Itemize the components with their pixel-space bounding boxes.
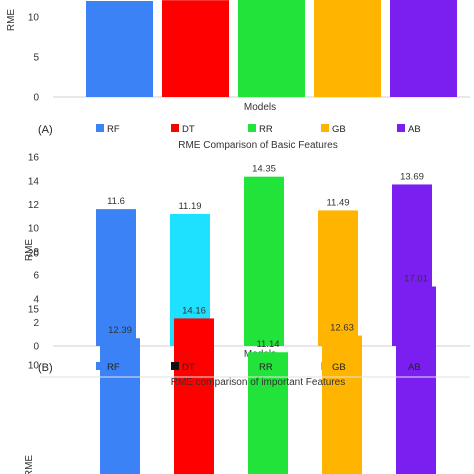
bar-rr [248, 352, 288, 474]
legend-swatch-dt [171, 124, 179, 132]
y-tick-label: 14 [28, 176, 40, 187]
bar-rf [100, 338, 140, 474]
legend-swatch-gb [321, 362, 329, 370]
value-label: 12.63 [330, 323, 354, 334]
y-tick-label: 6 [33, 271, 39, 282]
bar-rr [238, 0, 305, 97]
legend-label-rr: RR [259, 362, 273, 373]
y-tick-label: 16 [28, 153, 40, 164]
y-tick-label: 5 [33, 53, 39, 64]
bar-gb [322, 335, 362, 474]
legend-label-dt: DT [182, 362, 195, 373]
value-label: 12.39 [108, 325, 132, 336]
value-label: 14.16 [182, 305, 206, 316]
x-axis-label: Models [244, 102, 276, 113]
bar-ab [390, 0, 457, 97]
legend-label-rf: RF [107, 124, 120, 135]
bar-gb [318, 210, 358, 346]
legend-label-rf: RF [107, 362, 120, 373]
panel-label: (B) [38, 362, 53, 374]
y-tick-label: 8 [33, 247, 39, 258]
bar-ab [396, 286, 436, 474]
y-axis-label: RME [6, 9, 17, 32]
y-axis-label: RME [24, 455, 35, 474]
legend-swatch-rf [96, 124, 104, 132]
y-tick-label: 20 [28, 249, 40, 260]
legend-swatch-ab [397, 362, 405, 370]
y-tick-label: 0 [33, 342, 39, 353]
value-label: 11.49 [326, 197, 349, 208]
legend-swatch-ab [397, 124, 405, 132]
y-tick-label: 12 [28, 200, 40, 211]
value-label: 11.19 [178, 201, 201, 212]
legend-swatch-gb [321, 124, 329, 132]
y-tick-label: 10 [28, 361, 40, 372]
bar-rf [86, 1, 153, 97]
y-tick-label: 2 [33, 318, 39, 329]
bar-rr [244, 176, 284, 346]
legend-swatch-dt [171, 362, 179, 370]
value-label: 14.35 [252, 164, 276, 175]
legend-label-gb: GB [332, 124, 346, 135]
legend-swatch-rr [248, 362, 256, 370]
legend-swatch-rr [248, 124, 256, 132]
y-tick-label: 10 [28, 13, 40, 24]
bar-dt [162, 0, 229, 98]
legend-label-rr: RR [259, 124, 273, 135]
value-label: 11.6 [107, 196, 125, 207]
y-axis-label: RME [24, 239, 35, 262]
legend-label-ab: AB [408, 362, 421, 373]
legend-swatch-rf [96, 362, 104, 370]
value-label: 17.01 [404, 273, 428, 284]
legend-label-ab: AB [408, 124, 421, 135]
bar-gb [314, 0, 381, 97]
y-tick-label: 10 [28, 224, 40, 235]
chart-title: RME Comparison of Basic Features [178, 140, 338, 151]
panel-label: (A) [38, 124, 53, 136]
bar-dt [174, 318, 214, 474]
chart-title: RME comparison of important Features [171, 377, 346, 388]
y-tick-label: 15 [28, 305, 40, 316]
value-label: 13.69 [400, 171, 424, 182]
y-tick-label: 4 [33, 294, 39, 305]
y-tick-label: 0 [33, 93, 39, 104]
legend-label-dt: DT [182, 124, 195, 135]
bar-rf [96, 209, 136, 346]
value-label: 11.14 [256, 339, 279, 350]
legend-label-gb: GB [332, 362, 346, 373]
